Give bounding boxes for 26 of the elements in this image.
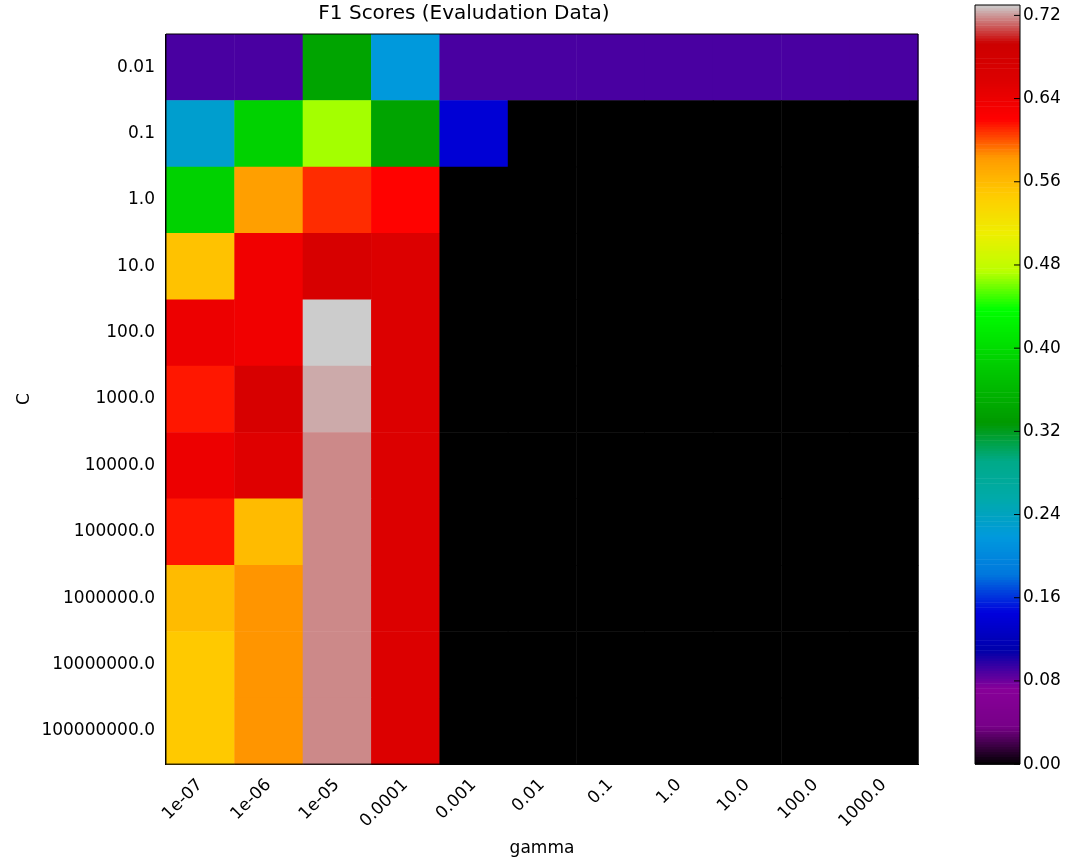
x-tick-label: 0.1 bbox=[583, 774, 617, 808]
color-bar-label: 0.72 bbox=[1023, 3, 1061, 24]
color-bar-label: 0.56 bbox=[1023, 170, 1061, 191]
color-bar-label: 0.64 bbox=[1023, 87, 1061, 108]
y-tick-label: 100000000.0 bbox=[41, 719, 155, 740]
chart-title: F1 Scores (Evaludation Data) bbox=[318, 0, 610, 25]
y-tick-label: 1.0 bbox=[127, 188, 155, 209]
color-bar-label: 0.48 bbox=[1023, 253, 1061, 274]
color-bar-label: 0.32 bbox=[1023, 419, 1061, 440]
x-axis-title: gamma bbox=[509, 837, 575, 858]
y-tick-label: 100000.0 bbox=[73, 520, 155, 541]
y-tick-label: 10.0 bbox=[117, 254, 155, 275]
y-tick-label: 1000000.0 bbox=[63, 586, 155, 607]
color-bar-label: 0.08 bbox=[1023, 669, 1061, 690]
y-axis-title: C bbox=[12, 393, 33, 405]
color-bar-label: 0.24 bbox=[1023, 502, 1061, 523]
y-tick-label: 10000.0 bbox=[84, 453, 155, 474]
y-tick-label: 0.01 bbox=[117, 55, 155, 76]
y-tick-label: 0.1 bbox=[127, 121, 155, 142]
color-bar-label: 0.16 bbox=[1023, 586, 1061, 607]
y-tick-label: 100.0 bbox=[106, 321, 155, 342]
y-tick-label: 10000000.0 bbox=[52, 652, 155, 673]
x-tick-label: 1.0 bbox=[651, 774, 685, 808]
color-bar-label: 0.40 bbox=[1023, 336, 1061, 357]
color-bar-label: 0.00 bbox=[1023, 752, 1061, 773]
y-tick-label: 1000.0 bbox=[95, 387, 155, 408]
